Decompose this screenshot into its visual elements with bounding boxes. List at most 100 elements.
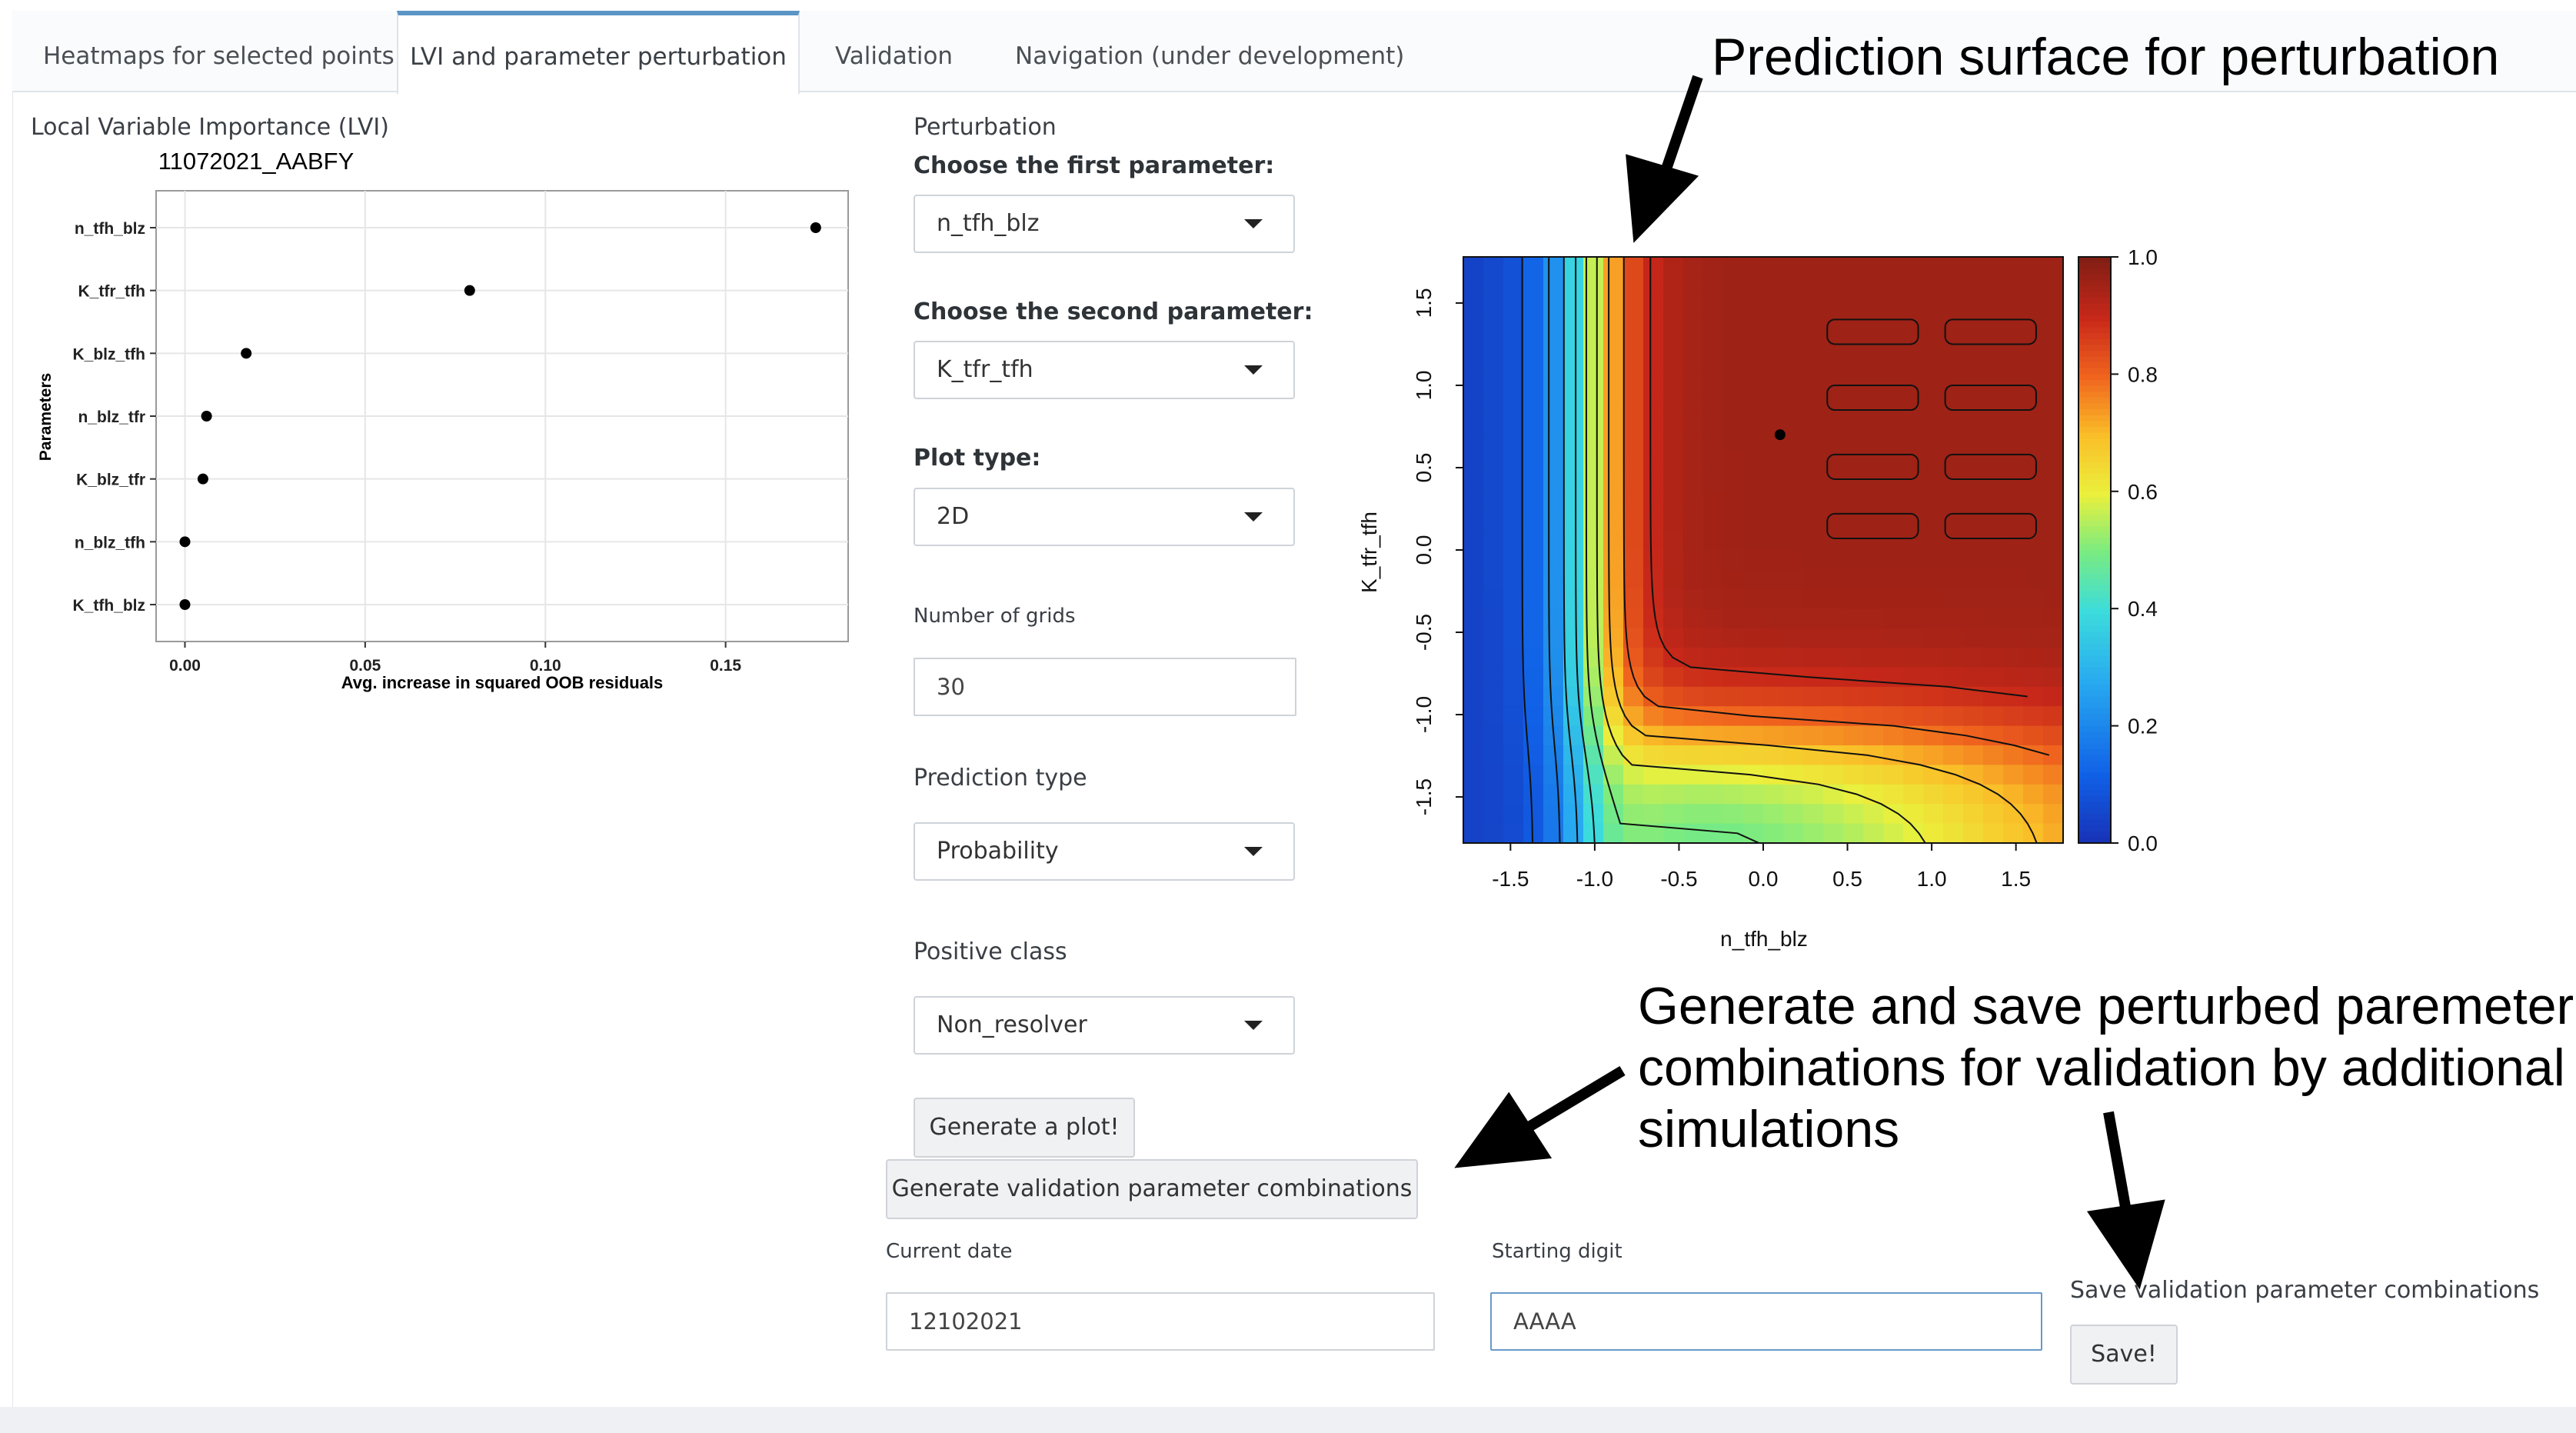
heatmap-cell (1603, 765, 1624, 785)
heatmap-cell (1503, 257, 1524, 277)
heatmap-cell (1783, 355, 1804, 375)
plot-type-label: Plot type: (914, 445, 1041, 472)
heatmap-cell (1603, 745, 1624, 765)
heatmap-cell (2003, 608, 2024, 629)
heatmap-cell (1483, 648, 1504, 668)
heatmap-cell (1523, 745, 1544, 765)
tab-validation[interactable]: Validation (835, 42, 954, 70)
heatmap-cell (1603, 648, 1624, 668)
heatmap-cell (1503, 491, 1524, 512)
heatmap-cell (1603, 393, 1624, 414)
heatmap-cell (1803, 315, 1824, 336)
heatmap-cell (1543, 257, 1564, 277)
generate-plot-button[interactable]: Generate a plot! (914, 1098, 1135, 1158)
heatmap-cell (1863, 648, 1884, 668)
heatmap-cell (1883, 276, 1904, 297)
heatmap-cell (1923, 432, 1944, 453)
positive-class-select[interactable]: Non_resolver (914, 996, 1295, 1055)
heatmap-cell (1683, 452, 1704, 472)
heatmap-cell (1783, 374, 1804, 395)
heatmap-cell (1983, 765, 2004, 785)
heatmap-cell (1723, 686, 1744, 707)
heatmap-xtick-label: -1.5 (1492, 867, 1529, 891)
heatmap-cell (1903, 491, 1924, 512)
heatmap-cell (1743, 745, 1764, 765)
save-button[interactable]: Save! (2070, 1325, 2178, 1385)
heatmap-cell (2043, 628, 2064, 648)
heatmap-xtick-label: 0.0 (1749, 867, 1779, 891)
starting-digit-input[interactable]: AAAA (1490, 1292, 2042, 1351)
heatmap-cell (1683, 491, 1704, 512)
colorbar-segment (2078, 772, 2111, 779)
heatmap-cell (1483, 706, 1504, 727)
heatmap-cell (1843, 374, 1864, 395)
heatmap-cell (1983, 374, 2004, 395)
grids-input[interactable]: 30 (914, 658, 1296, 716)
heatmap-ytick-label: 0.5 (1412, 453, 1436, 483)
heatmap-cell (2043, 686, 2064, 707)
heatmap-cell (1643, 257, 1664, 277)
heatmap-cell (2043, 472, 2064, 492)
first-parameter-select[interactable]: n_tfh_blz (914, 195, 1295, 253)
heatmap-cell (1883, 648, 1904, 668)
plot-type-select[interactable]: 2D (914, 488, 1295, 546)
tab-navigation[interactable]: Navigation (under development) (1015, 42, 1405, 70)
heatmap-ytick-label: -0.5 (1412, 614, 1436, 651)
heatmap-cell (1643, 355, 1664, 375)
colorbar-segment (2078, 579, 2111, 586)
heatmap-cell (1923, 393, 1944, 414)
heatmap-xtick-label: -1.0 (1576, 867, 1613, 891)
current-date-input[interactable]: 12102021 (886, 1292, 1435, 1351)
heatmap-cell (1903, 588, 1924, 609)
heatmap-cell (1943, 823, 1964, 844)
tab-lvi-perturbation[interactable]: LVI and parameter perturbation (397, 11, 800, 94)
second-parameter-select[interactable]: K_tfr_tfh (914, 341, 1295, 399)
heatmap-cell (1523, 648, 1544, 668)
heatmap-cell (2043, 355, 2064, 375)
heatmap-cell (1723, 374, 1744, 395)
heatmap-cell (1763, 511, 1784, 532)
generate-validation-button[interactable]: Generate validation parameter combinatio… (886, 1159, 1418, 1219)
heatmap-cell (2003, 706, 2024, 727)
colorbar-segment (2078, 725, 2111, 733)
colorbar-segment (2078, 690, 2111, 698)
heatmap-cell (1663, 472, 1684, 492)
colorbar-segment (2078, 596, 2111, 604)
heatmap-cell (1683, 745, 1704, 765)
prediction-type-select[interactable]: Probability (914, 822, 1295, 881)
heatmap-cell (1743, 276, 1764, 297)
heatmap-cell (1543, 413, 1564, 434)
heatmap-cell (1843, 725, 1864, 746)
heatmap-cell (1983, 257, 2004, 277)
lvi-point (197, 473, 208, 485)
heatmap-cell (1843, 765, 1864, 785)
heatmap-cell (1623, 823, 1644, 844)
heatmap-cell (1983, 355, 2004, 375)
heatmap-cell (1603, 491, 1624, 512)
tab-heatmaps[interactable]: Heatmaps for selected points (43, 42, 394, 70)
heatmap-cell (1503, 608, 1524, 629)
lvi-point (241, 348, 252, 359)
heatmap-cell (1723, 257, 1744, 277)
heatmap-cell (1543, 491, 1564, 512)
heatmap-cell (1783, 335, 1804, 355)
heatmap-cell (2043, 667, 2064, 688)
heatmap-cell (1523, 511, 1544, 532)
heatmap-cell (1463, 745, 1484, 765)
colorbar-segment (2078, 426, 2111, 434)
heatmap-cell (1563, 530, 1584, 551)
heatmap-cell (1683, 257, 1704, 277)
heatmap-cell (1743, 628, 1764, 648)
heatmap-cell (1703, 648, 1724, 668)
heatmap-cell (1663, 491, 1684, 512)
heatmap-cell (1943, 257, 1964, 277)
heatmap-cell (2003, 569, 2024, 590)
heatmap-cell (1623, 648, 1644, 668)
heatmap-cell (1963, 706, 1984, 727)
heatmap-cell (2003, 472, 2024, 492)
heatmap-cell (1683, 413, 1704, 434)
heatmap-cell (1783, 628, 1804, 648)
heatmap-cell (1943, 432, 1964, 453)
heatmap-cell (1763, 608, 1784, 629)
heatmap-cell (2043, 588, 2064, 609)
